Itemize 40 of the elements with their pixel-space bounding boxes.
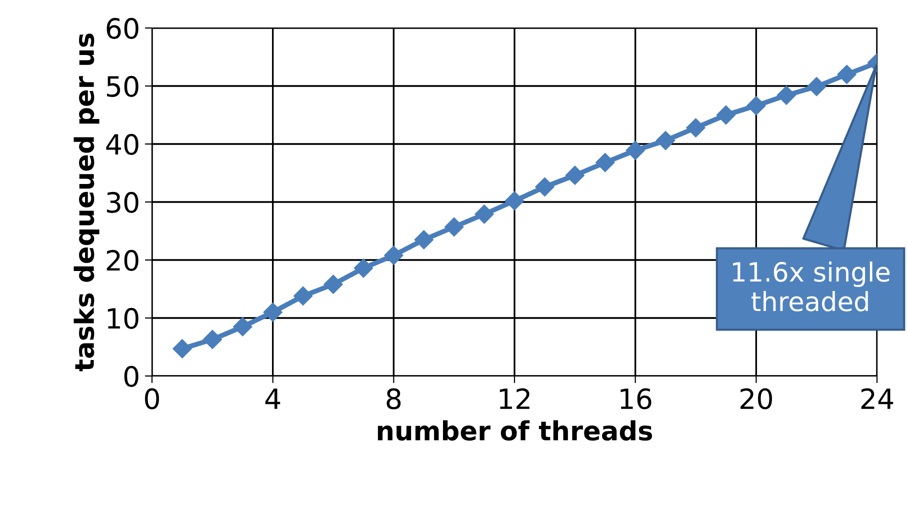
annotation: 11.6x single threaded <box>732 261 890 312</box>
point <box>565 166 584 185</box>
point <box>202 330 222 349</box>
point <box>354 258 373 278</box>
point <box>776 86 796 105</box>
point <box>233 317 252 336</box>
y-tick-label: 30 <box>106 192 138 213</box>
point <box>294 286 313 306</box>
point <box>626 140 645 160</box>
x-tick-label: 4 <box>265 388 280 409</box>
y-tick-label: 0 <box>124 366 138 387</box>
point <box>535 177 554 196</box>
x-axis-title: number of threads <box>378 420 652 441</box>
x-tick-label: 8 <box>386 388 401 410</box>
y-tick-label: 60 <box>106 18 138 39</box>
point <box>444 217 464 236</box>
point <box>837 64 856 84</box>
point <box>384 246 404 265</box>
y-axis-title: tasks dequeued per us <box>74 34 100 372</box>
x-tick-label: 20 <box>740 388 772 410</box>
point <box>172 339 192 358</box>
x-tick-label: 16 <box>620 388 652 410</box>
y-tick-label: 50 <box>106 76 138 97</box>
x-tick-label: 12 <box>500 388 530 409</box>
point <box>263 302 282 322</box>
y-tick-label: 10 <box>108 308 138 329</box>
x-tick-label: 24 <box>861 388 894 409</box>
point <box>596 153 615 172</box>
y-tick-label: 40 <box>106 134 138 155</box>
point <box>716 105 736 125</box>
y-tick-label: 20 <box>106 250 138 271</box>
point <box>414 230 434 250</box>
point <box>807 77 826 96</box>
point <box>324 274 343 294</box>
point <box>504 191 524 210</box>
x-tick-label: 0 <box>144 388 159 410</box>
point <box>746 96 766 116</box>
point <box>474 204 494 224</box>
point <box>686 118 706 138</box>
point <box>656 130 676 150</box>
